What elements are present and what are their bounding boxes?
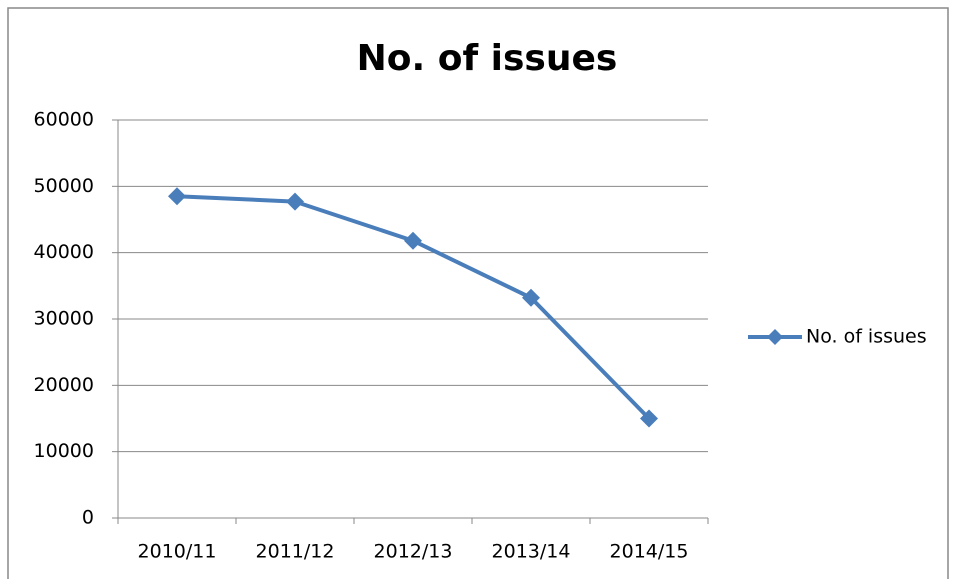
x-tick-label: 2013/14	[492, 541, 571, 563]
data-point	[640, 409, 658, 428]
data-point	[404, 231, 422, 250]
data-point	[522, 288, 540, 307]
x-tick-label: 2011/12	[256, 541, 335, 563]
y-tick-label: 30000	[34, 308, 94, 330]
data-point	[286, 192, 304, 211]
y-tick-label: 20000	[34, 374, 94, 396]
data-point	[168, 187, 186, 206]
y-tick-label: 0	[82, 507, 94, 529]
x-tick-label: 2014/15	[610, 541, 689, 563]
x-tick-label: 2012/13	[374, 541, 453, 563]
y-tick-label: 60000	[34, 109, 94, 131]
y-tick-label: 10000	[34, 440, 94, 462]
chart-border	[7, 7, 949, 579]
legend-label: No. of issues	[806, 326, 927, 348]
x-tick-label: 2010/11	[138, 541, 217, 563]
y-tick-label: 40000	[34, 241, 94, 263]
y-tick-label: 50000	[34, 175, 94, 197]
legend-marker	[767, 329, 783, 345]
chart-title: No. of issues	[357, 38, 618, 79]
